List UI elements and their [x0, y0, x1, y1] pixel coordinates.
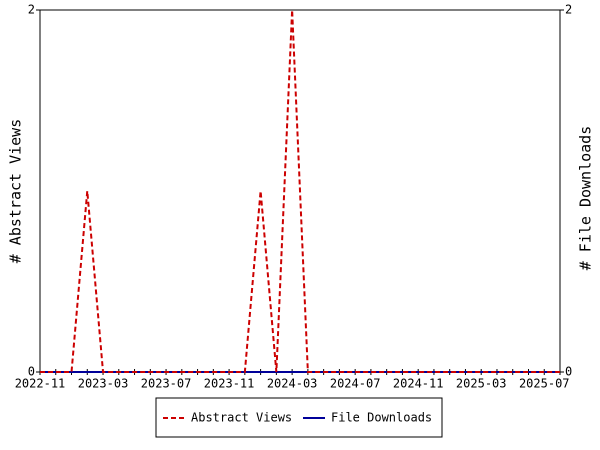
y2-tick-label: 2	[565, 3, 572, 17]
legend-label: File Downloads	[331, 411, 432, 425]
x-tick-label: 2024-03	[267, 377, 318, 391]
x-tick-label: 2023-07	[141, 377, 192, 391]
x-tick-label: 2023-11	[204, 377, 255, 391]
x-tick-label: 2023-03	[78, 377, 129, 391]
y-tick-label: 0	[28, 365, 35, 379]
x-tick-label: 2022-11	[15, 377, 66, 391]
legend	[155, 397, 443, 438]
y-axis-label: # Abstract Views	[7, 119, 25, 264]
legend-label: Abstract Views	[191, 411, 292, 425]
y2-tick-label: 0	[565, 365, 572, 379]
x-tick-label: 2025-07	[519, 377, 570, 391]
series-line	[40, 9, 560, 373]
y2-axis-label: # File Downloads	[577, 126, 595, 271]
x-tick-label: 2024-11	[393, 377, 444, 391]
x-tick-label: 2024-07	[330, 377, 381, 391]
x-tick-label: 2025-03	[456, 377, 507, 391]
y-tick-label: 2	[28, 3, 35, 17]
